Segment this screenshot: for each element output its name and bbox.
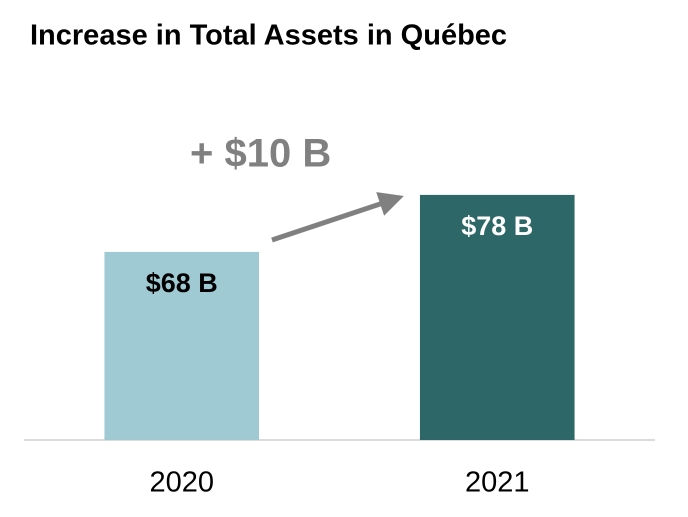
change-arrow <box>271 192 404 243</box>
x-tick-label: 2021 <box>465 467 530 499</box>
bar <box>419 194 575 440</box>
bar <box>104 251 260 440</box>
value-label: $78 B <box>461 211 533 241</box>
annotation: + $10 B <box>190 132 331 176</box>
x-tick-label: 2020 <box>149 467 214 499</box>
chart-title: Increase in Total Assets in Québec <box>30 20 507 52</box>
value-label: $68 B <box>146 268 218 298</box>
